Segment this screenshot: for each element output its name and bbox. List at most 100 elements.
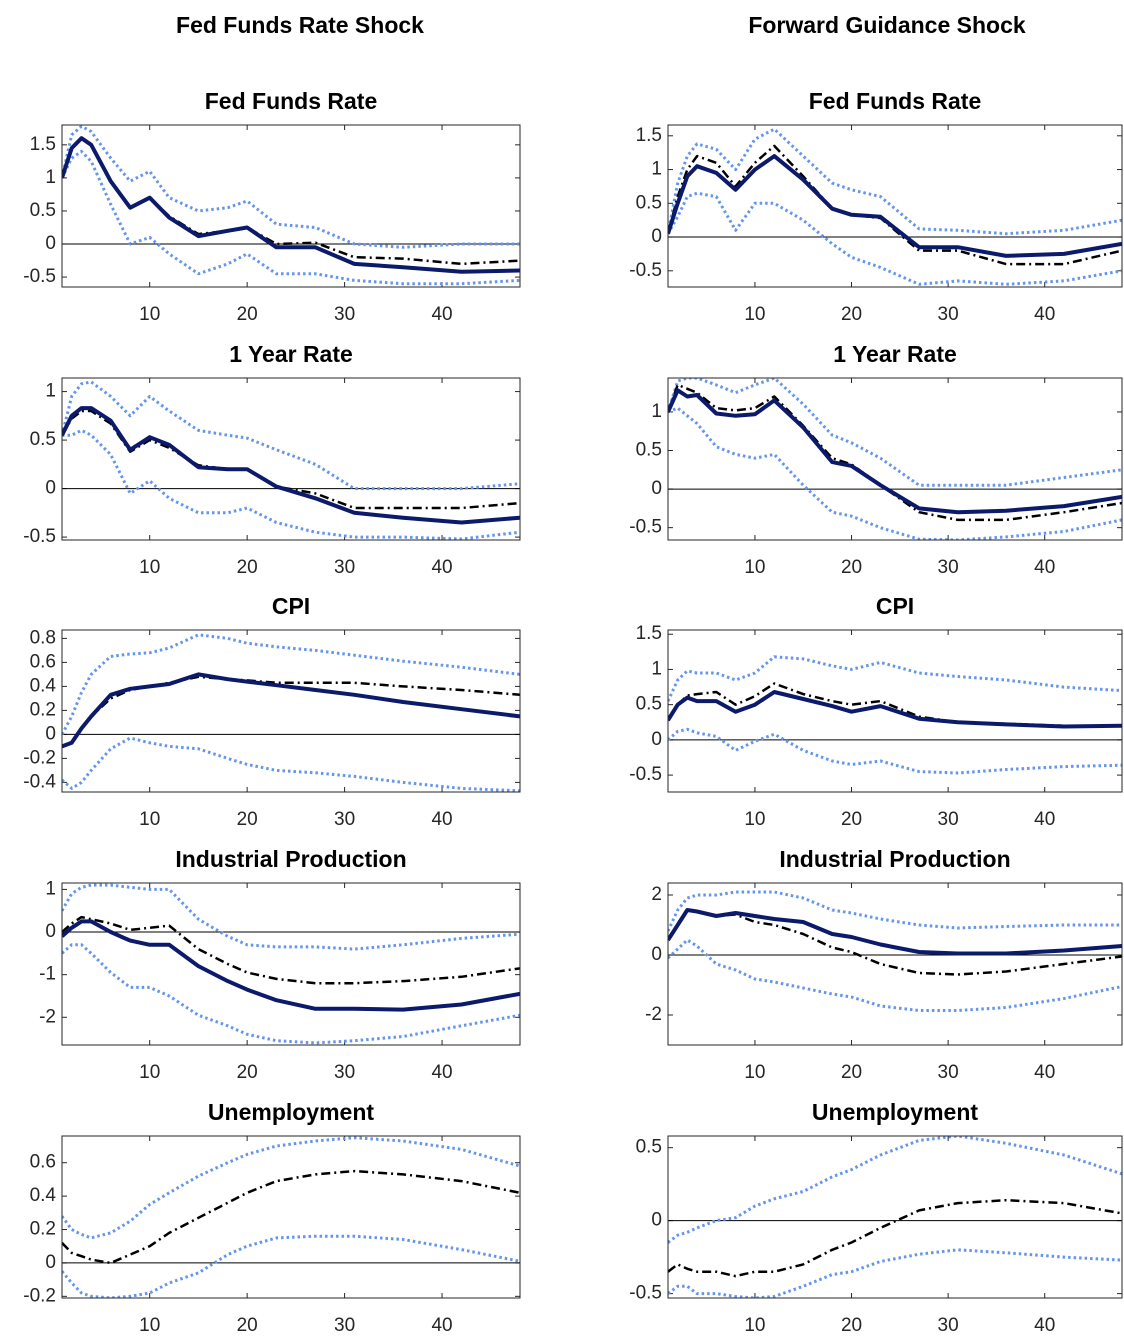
axes-box — [667, 882, 1123, 1046]
series-line — [668, 406, 1122, 540]
x-tick-label: 40 — [1034, 304, 1055, 325]
series-line — [668, 388, 1122, 515]
axes-box — [61, 882, 521, 1046]
x-tick-label: 20 — [237, 1062, 258, 1083]
x-tick-label: 40 — [431, 557, 452, 578]
panel-title: Industrial Production — [175, 846, 406, 872]
series-line — [62, 149, 520, 286]
y-tick-label: -0.5 — [23, 266, 56, 287]
series-line — [668, 378, 1122, 487]
y-tick-label: 0 — [651, 729, 662, 750]
y-tick-label: 1 — [45, 381, 56, 402]
x-tick-label: 20 — [237, 1315, 258, 1336]
panel-title: 1 Year Rate — [229, 341, 353, 367]
series-line — [668, 890, 1122, 932]
x-tick-label: 30 — [334, 304, 355, 325]
x-tick-label: 30 — [334, 1062, 355, 1083]
x-tick-label: 30 — [938, 1062, 959, 1083]
y-tick-label: -2 — [645, 1004, 662, 1025]
x-tick-label: 10 — [139, 1315, 160, 1336]
series-line — [668, 191, 1122, 286]
y-tick-label: 1 — [651, 658, 662, 679]
y-tick-label: 0.5 — [636, 440, 662, 461]
x-tick-label: 20 — [841, 304, 862, 325]
column-title: Fed Funds Rate Shock — [176, 12, 424, 38]
y-tick-label: 1.5 — [636, 125, 662, 146]
y-tick-label: 0.5 — [636, 192, 662, 213]
series-line — [668, 727, 1122, 775]
x-tick-label: 10 — [744, 557, 765, 578]
axes-box — [667, 124, 1123, 288]
series-line — [62, 915, 520, 985]
y-tick-label: 1 — [651, 401, 662, 422]
y-tick-label: -0.5 — [629, 517, 662, 538]
x-tick-label: 20 — [237, 809, 258, 830]
y-tick-label: -0.5 — [629, 764, 662, 785]
x-tick-label: 20 — [841, 809, 862, 830]
series-line — [62, 1136, 520, 1240]
series-line — [62, 409, 520, 510]
axes-box — [61, 124, 521, 288]
panel-title: CPI — [876, 593, 914, 619]
y-tick-label: 0.2 — [30, 699, 56, 720]
y-tick-label: 0.5 — [30, 429, 56, 450]
axes-box — [667, 377, 1123, 541]
x-tick-label: 20 — [841, 1315, 862, 1336]
y-tick-label: 0 — [651, 478, 662, 499]
series-line — [62, 919, 520, 1012]
series-line — [62, 1234, 520, 1298]
series-line — [62, 428, 520, 540]
series-line — [668, 144, 1122, 266]
series-line — [668, 1136, 1122, 1244]
series-line — [62, 406, 520, 525]
x-tick-label: 10 — [744, 809, 765, 830]
x-tick-label: 30 — [938, 557, 959, 578]
series-line — [668, 154, 1122, 258]
series-line — [668, 938, 1122, 1012]
x-tick-label: 40 — [431, 304, 452, 325]
axes-box — [667, 1135, 1123, 1299]
y-tick-label: 1.5 — [30, 134, 56, 155]
series-line — [62, 125, 520, 249]
series-line — [62, 136, 520, 274]
y-tick-label: 0 — [651, 944, 662, 965]
y-tick-label: 1 — [45, 167, 56, 188]
y-tick-label: 0.6 — [30, 1152, 56, 1173]
y-tick-label: 1.5 — [636, 623, 662, 644]
y-tick-label: -0.5 — [23, 526, 56, 547]
x-tick-label: 30 — [334, 1315, 355, 1336]
y-tick-label: 0.8 — [30, 627, 56, 648]
y-tick-label: 0.5 — [30, 200, 56, 221]
y-tick-label: 0 — [45, 723, 56, 744]
y-tick-label: -1 — [39, 964, 56, 985]
x-tick-label: 30 — [334, 557, 355, 578]
y-tick-label: 1 — [651, 159, 662, 180]
y-tick-label: 0.4 — [30, 1185, 57, 1206]
y-tick-label: -2 — [39, 1006, 56, 1027]
y-tick-label: 0.5 — [636, 694, 662, 715]
y-tick-label: -0.4 — [23, 771, 56, 792]
x-tick-label: 10 — [744, 1062, 765, 1083]
y-tick-label: 0.2 — [30, 1219, 56, 1240]
panel-title: Fed Funds Rate — [809, 88, 982, 114]
series-line — [668, 655, 1122, 702]
x-tick-label: 30 — [938, 304, 959, 325]
y-tick-label: -0.5 — [629, 260, 662, 281]
series-line — [62, 380, 520, 491]
series-line — [62, 1169, 520, 1265]
y-tick-label: -0.2 — [23, 1285, 56, 1306]
series-line — [62, 672, 520, 749]
x-tick-label: 40 — [431, 809, 452, 830]
x-tick-label: 10 — [744, 1315, 765, 1336]
x-tick-label: 20 — [841, 1062, 862, 1083]
x-tick-label: 20 — [237, 304, 258, 325]
y-tick-label: 0 — [45, 233, 56, 254]
panel-title: Industrial Production — [779, 846, 1010, 872]
x-tick-label: 40 — [1034, 809, 1055, 830]
series-line — [62, 736, 520, 792]
x-tick-label: 10 — [139, 809, 160, 830]
x-tick-label: 10 — [744, 304, 765, 325]
y-tick-label: 0.6 — [30, 651, 56, 672]
y-tick-label: 2 — [651, 884, 662, 905]
column-title: Forward Guidance Shock — [748, 12, 1026, 38]
